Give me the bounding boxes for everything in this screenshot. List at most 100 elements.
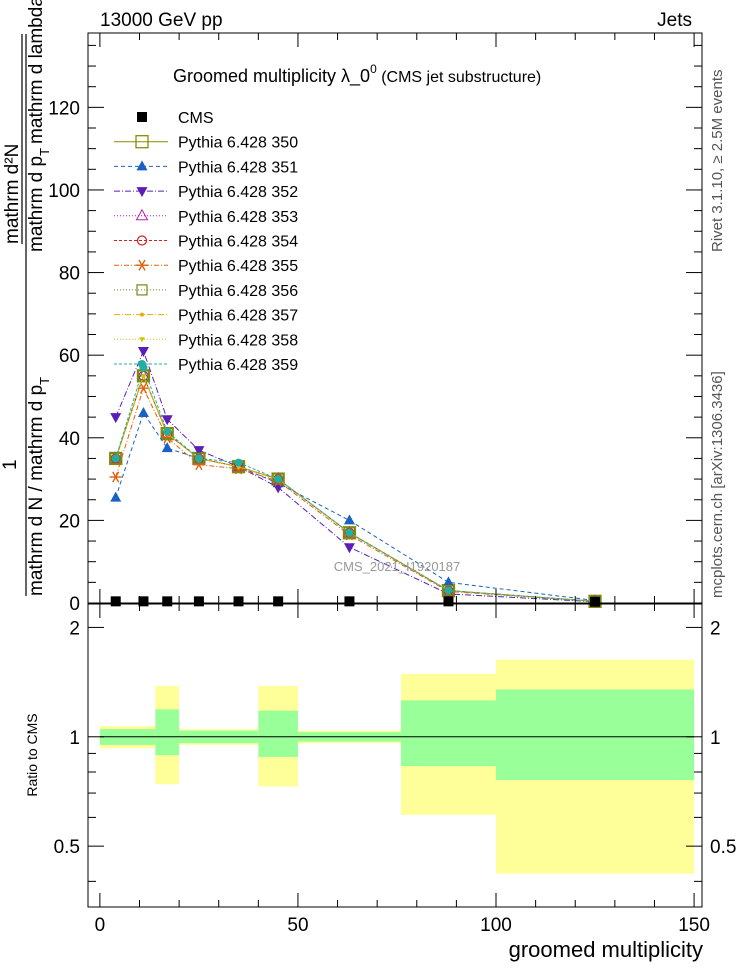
data-marker-circle — [111, 454, 120, 463]
legend-label: Pythia 6.428 355 — [178, 258, 298, 275]
x-axis-label: groomed multiplicity — [509, 937, 703, 962]
data-marker-square — [233, 596, 244, 607]
ylabel-frac-bottom-text: mathrm d p — [26, 156, 47, 252]
data-marker-triangle-up — [343, 514, 355, 525]
legend-entry: Pythia 6.428 354 — [114, 234, 298, 251]
data-marker-star — [192, 459, 205, 471]
chart-title: Groomed multiplicity λ_00 (CMS jet subst… — [173, 62, 541, 87]
ratio-inner-band — [400, 700, 497, 767]
legend-label: Pythia 6.428 354 — [178, 234, 298, 251]
data-marker-triangle-up — [161, 442, 173, 453]
legend-label: CMS — [178, 110, 214, 127]
ratio-y-label: Ratio to CMS — [24, 713, 40, 796]
data-marker-open-square — [343, 527, 356, 539]
data-marker-triangle-up — [442, 576, 454, 587]
x-tick-label: 100 — [480, 915, 512, 936]
legend-entry: Pythia 6.428 356 — [114, 283, 298, 300]
data-marker-square — [273, 596, 284, 607]
ratio-inner-band — [496, 689, 695, 781]
ratio-panel: 0.5 0.5 1 1 2 2 0 50 100 150 Ratio to CMS groomed… — [24, 603, 736, 962]
legend-label: Pythia 6.428 359 — [178, 357, 298, 374]
y-tick-label: 120 — [48, 98, 80, 119]
data-marker-triangle-down — [136, 187, 148, 198]
data-marker-square — [110, 596, 121, 607]
data-marker-open-square — [193, 452, 205, 465]
legend-entry: CMS — [137, 110, 214, 127]
legend-entry: Pythia 6.428 352 — [114, 184, 298, 201]
main-frame — [87, 32, 703, 604]
data-marker-circle — [234, 458, 243, 467]
y-tick-label: 60 — [59, 346, 80, 367]
ratio-axes: 0.5 0.5 1 1 2 2 0 50 100 150 — [54, 604, 736, 936]
ylabel-num-left: 1 — [0, 459, 21, 470]
data-marker-circle — [138, 360, 146, 368]
y-tick-label: 0 — [69, 594, 80, 615]
ratio-y-tick-label-right: 2 — [710, 618, 721, 639]
data-marker-open-square — [272, 473, 284, 485]
ylabel-den-sub: T — [37, 377, 52, 385]
x-tick-label: 0 — [95, 915, 106, 936]
data-marker-square — [443, 596, 454, 607]
y-tick-label: 80 — [59, 264, 80, 285]
data-marker-small-triangle — [139, 337, 145, 343]
ratio-inner-band — [155, 709, 180, 756]
data-marker-square — [138, 596, 149, 607]
ratio-bands — [99, 659, 695, 874]
ratio-y-tick-label: 1 — [69, 728, 80, 749]
ratio-y-tick-label-right: 0.5 — [710, 837, 736, 858]
ratio-frame — [87, 603, 703, 908]
data-marker-triangle-up — [110, 491, 122, 502]
data-marker-circle — [345, 528, 354, 537]
legend-label: Pythia 6.428 356 — [178, 283, 298, 300]
data-marker-triangle-up — [136, 160, 148, 171]
chart-title-sup: 0 — [370, 62, 377, 76]
legend-label: Pythia 6.428 353 — [178, 209, 298, 226]
data-marker-star — [136, 259, 148, 271]
ylabel-frac-bottom-rest: mathrm d lambda — [26, 0, 47, 144]
ylabel-den-text: mathrm d N / mathrm d p — [26, 385, 47, 596]
data-marker-dot — [140, 312, 144, 317]
legend-entry: Pythia 6.428 357 — [114, 308, 298, 325]
data-marker-open-square — [135, 135, 149, 149]
data-marker-triangle-down — [137, 347, 149, 358]
legend-entry: Pythia 6.428 351 — [114, 159, 298, 176]
process-label: Jets — [657, 10, 692, 31]
data-marker-square — [137, 112, 147, 122]
ylabel-frac-bottom: mathrm d pTmathrm d lambda — [26, 0, 52, 252]
legend-entry: Pythia 6.428 358 — [114, 332, 298, 349]
data-marker-triangle-down — [343, 543, 355, 554]
rivet-version-label: Rivet 3.1.10, ≥ 2.5M events — [709, 70, 726, 253]
y-tick-label: 40 — [59, 429, 80, 450]
legend-label: Pythia 6.428 351 — [178, 159, 298, 176]
data-marker-open-triangle-up — [135, 208, 149, 221]
ratio-y-tick-label: 2 — [69, 618, 80, 639]
y-tick-label: 100 — [48, 181, 80, 202]
ylabel-frac-bottom-sub: T — [37, 148, 52, 156]
legend: CMS Pythia 6.428 350 Pythia 6.428 351 Pythi… — [114, 110, 298, 374]
main-axes: 0 20 40 60 80 100 120 — [48, 33, 702, 615]
legend-entry: Pythia 6.428 350 — [114, 135, 298, 152]
data-marker-circle — [274, 475, 283, 484]
data-marker-square — [193, 596, 204, 607]
main-y-label: 1 mathrm d²N mathrm d pTmathrm d lambda … — [0, 0, 52, 596]
series-layer — [109, 347, 602, 608]
series-line — [115, 366, 596, 602]
ylabel-den: mathrm d N / mathrm d pT — [26, 377, 52, 596]
data-marker-open-square — [110, 452, 122, 465]
energy-label: 13000 GeV pp — [100, 10, 223, 31]
data-marker-small-triangle — [140, 373, 147, 379]
legend-label: Pythia 6.428 352 — [178, 184, 298, 201]
legend-label: Pythia 6.428 350 — [178, 135, 298, 152]
data-marker-circle — [444, 586, 453, 595]
ylabel-frac-top: mathrm d²N — [2, 144, 23, 244]
series-line — [115, 374, 596, 602]
ratio-y-tick-label: 0.5 — [54, 837, 80, 858]
mcplots-label: mcplots.cern.ch [arXiv:1306.3436] — [709, 371, 726, 598]
data-marker-triangle-down — [110, 413, 122, 424]
series-cms — [110, 596, 601, 607]
data-marker-star — [161, 432, 174, 444]
data-marker-triangle-up — [137, 407, 149, 417]
x-tick-label: 50 — [287, 915, 308, 936]
y-tick-label: 20 — [59, 511, 80, 532]
